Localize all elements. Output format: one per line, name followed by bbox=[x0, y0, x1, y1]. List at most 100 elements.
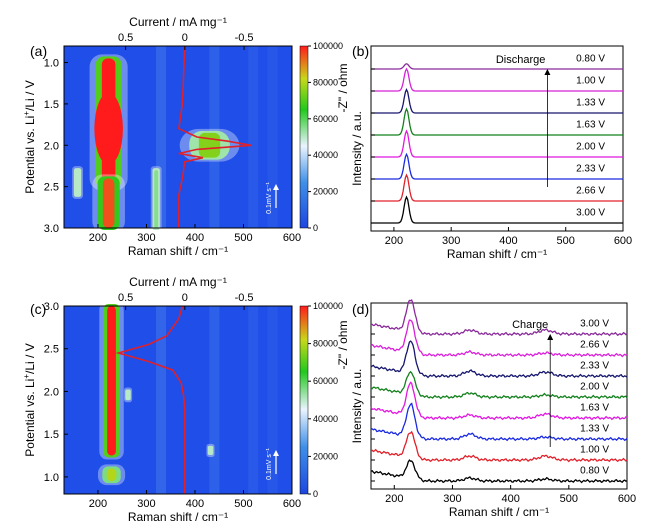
spectrum-line bbox=[371, 63, 623, 70]
x-tick-label: 200 bbox=[385, 235, 403, 247]
x-tick-label: 500 bbox=[234, 232, 252, 244]
x-tick-label: 300 bbox=[442, 235, 460, 247]
x-tick-label: 300 bbox=[137, 498, 155, 510]
top-axis-title: Current / mA mg⁻¹ bbox=[129, 15, 227, 29]
top-tick-label: 0 bbox=[182, 32, 188, 44]
spectrum-line bbox=[370, 459, 628, 484]
panel-letter: (c) bbox=[30, 301, 46, 317]
colorbar-tick-label: 20000 bbox=[313, 451, 338, 461]
spectrum-label: 1.33 V bbox=[580, 424, 609, 435]
y-tick-label: 1.0 bbox=[44, 58, 59, 70]
y-tick-label: 3.0 bbox=[44, 223, 59, 235]
spectrum-line bbox=[370, 299, 628, 337]
spectrum-line bbox=[370, 381, 628, 421]
heatmap-streak bbox=[267, 306, 278, 494]
spectrum-line bbox=[371, 173, 623, 202]
scan-arrowhead bbox=[273, 450, 279, 456]
spectra-panel-3: 0.80 V 1.00 V 1.33 V 1.63 V 2.00 V 2.33 V 2.66… bbox=[336, 299, 636, 519]
colorbar bbox=[299, 305, 309, 495]
y-tick-label: 1.0 bbox=[44, 472, 59, 484]
y-tick-label: 1.5 bbox=[44, 99, 59, 111]
spectrum-label: 2.00 V bbox=[580, 382, 609, 393]
heatmap-band bbox=[75, 170, 80, 195]
y-axis-title: Potential vs. Li+/Li / V bbox=[22, 343, 37, 456]
x-axis-title: Raman shift / cm⁻¹ bbox=[128, 244, 228, 258]
heatmap-band-bulge bbox=[94, 92, 123, 165]
heatmap-band bbox=[126, 391, 130, 399]
spectrum-line bbox=[370, 319, 628, 358]
x-tick-label: 400 bbox=[501, 493, 519, 505]
colorbar-tick-label: 60000 bbox=[313, 114, 338, 124]
spectrum-label: 2.66 V bbox=[576, 185, 605, 196]
x-axis-title: Raman shift / cm⁻¹ bbox=[128, 510, 228, 524]
heatmap-band bbox=[102, 178, 115, 228]
heatmap-background bbox=[64, 306, 292, 494]
scan-rate-label: 0.1mV s⁻¹ bbox=[266, 447, 273, 479]
heatmap-panel-0: 200 300 400 500 600 Raman shift / cm⁻¹ 1.0 1.5 2… bbox=[22, 15, 343, 258]
colorbar-tick-label: 40000 bbox=[313, 414, 338, 424]
current-curve bbox=[177, 45, 252, 228]
y-axis-title: Intensity / a.u. bbox=[350, 111, 364, 186]
colorbar-tick-label: 40000 bbox=[313, 150, 338, 160]
spectrum-label: 2.66 V bbox=[580, 340, 609, 351]
spectrum-label: 2.33 V bbox=[576, 163, 605, 174]
spectrum-line bbox=[370, 430, 628, 463]
impedance-label: -Z" / ohm bbox=[336, 321, 350, 370]
heatmap-band bbox=[209, 447, 212, 453]
heatmap-band bbox=[154, 170, 159, 228]
top-tick-label: -0.5 bbox=[235, 292, 254, 304]
y-tick-label: 2.0 bbox=[44, 386, 59, 398]
top-axis-title: Current / mA mg⁻¹ bbox=[129, 275, 227, 289]
spectrum-line bbox=[370, 402, 628, 442]
heatmap-band bbox=[107, 306, 116, 456]
spectrum-line bbox=[371, 107, 623, 136]
spectrum-label: 3.00 V bbox=[580, 319, 609, 330]
direction-arrowhead bbox=[544, 69, 551, 75]
spectrum-label: 2.00 V bbox=[576, 141, 605, 152]
heatmap-band bbox=[106, 468, 117, 482]
heatmap-streak bbox=[248, 306, 259, 494]
spectrum-label: 3.00 V bbox=[576, 207, 605, 218]
y-axis-title: Potential vs. Li+/Li / V bbox=[22, 80, 37, 193]
x-axis-title: Raman shift / cm⁻¹ bbox=[447, 247, 547, 261]
top-tick-label: 0.5 bbox=[118, 292, 133, 304]
x-axis-title: Raman shift / cm⁻¹ bbox=[449, 505, 549, 519]
spectrum-label: 1.00 V bbox=[580, 445, 609, 456]
heatmap-band bbox=[198, 132, 221, 158]
spectrum-line bbox=[371, 129, 623, 158]
heatmap-streak bbox=[209, 306, 220, 494]
spectrum-label: 1.63 V bbox=[580, 403, 609, 414]
spectrum-line bbox=[370, 340, 628, 379]
colorbar-tick-label: 20000 bbox=[313, 187, 338, 197]
direction-annotation: Discharge bbox=[496, 54, 546, 66]
heatmap-streak bbox=[267, 46, 278, 228]
y-tick-label: 1.5 bbox=[44, 429, 59, 441]
heatmap-streak bbox=[156, 46, 167, 228]
x-tick-label: 300 bbox=[137, 232, 155, 244]
spectrum-label: 1.63 V bbox=[576, 119, 605, 130]
x-tick-label: 600 bbox=[618, 493, 636, 505]
y-axis-title: Intensity / a.u. bbox=[350, 369, 364, 444]
scan-rate-label: 0.1mV s⁻¹ bbox=[266, 181, 273, 213]
top-tick-label: -0.5 bbox=[235, 32, 254, 44]
x-tick-label: 600 bbox=[283, 232, 301, 244]
x-tick-label: 400 bbox=[186, 232, 204, 244]
x-tick-label: 500 bbox=[557, 235, 575, 247]
panel-letter: (b) bbox=[352, 43, 369, 59]
impedance-label: -Z" / ohm bbox=[336, 64, 350, 113]
panel-letter: (a) bbox=[30, 43, 47, 59]
spectrum-label: 0.80 V bbox=[576, 53, 605, 64]
spectrum-label: 0.80 V bbox=[580, 466, 609, 477]
heatmap-panel-2: 200 300 400 500 600 Raman shift / cm⁻¹ 1.0 1.5 2… bbox=[22, 275, 343, 524]
x-tick-label: 400 bbox=[499, 235, 517, 247]
spectrum-label: 1.00 V bbox=[576, 75, 605, 86]
colorbar-tick-label: 80000 bbox=[313, 339, 338, 349]
spectrum-line bbox=[371, 195, 623, 224]
spectrum-label: 1.33 V bbox=[576, 97, 605, 108]
x-tick-label: 500 bbox=[560, 493, 578, 505]
colorbar-tick-label: 0 bbox=[313, 489, 318, 499]
y-tick-label: 2.5 bbox=[44, 182, 59, 194]
colorbar-tick-label: 60000 bbox=[313, 376, 338, 386]
top-tick-label: 0.5 bbox=[118, 32, 133, 44]
direction-annotation: Charge bbox=[512, 319, 548, 331]
